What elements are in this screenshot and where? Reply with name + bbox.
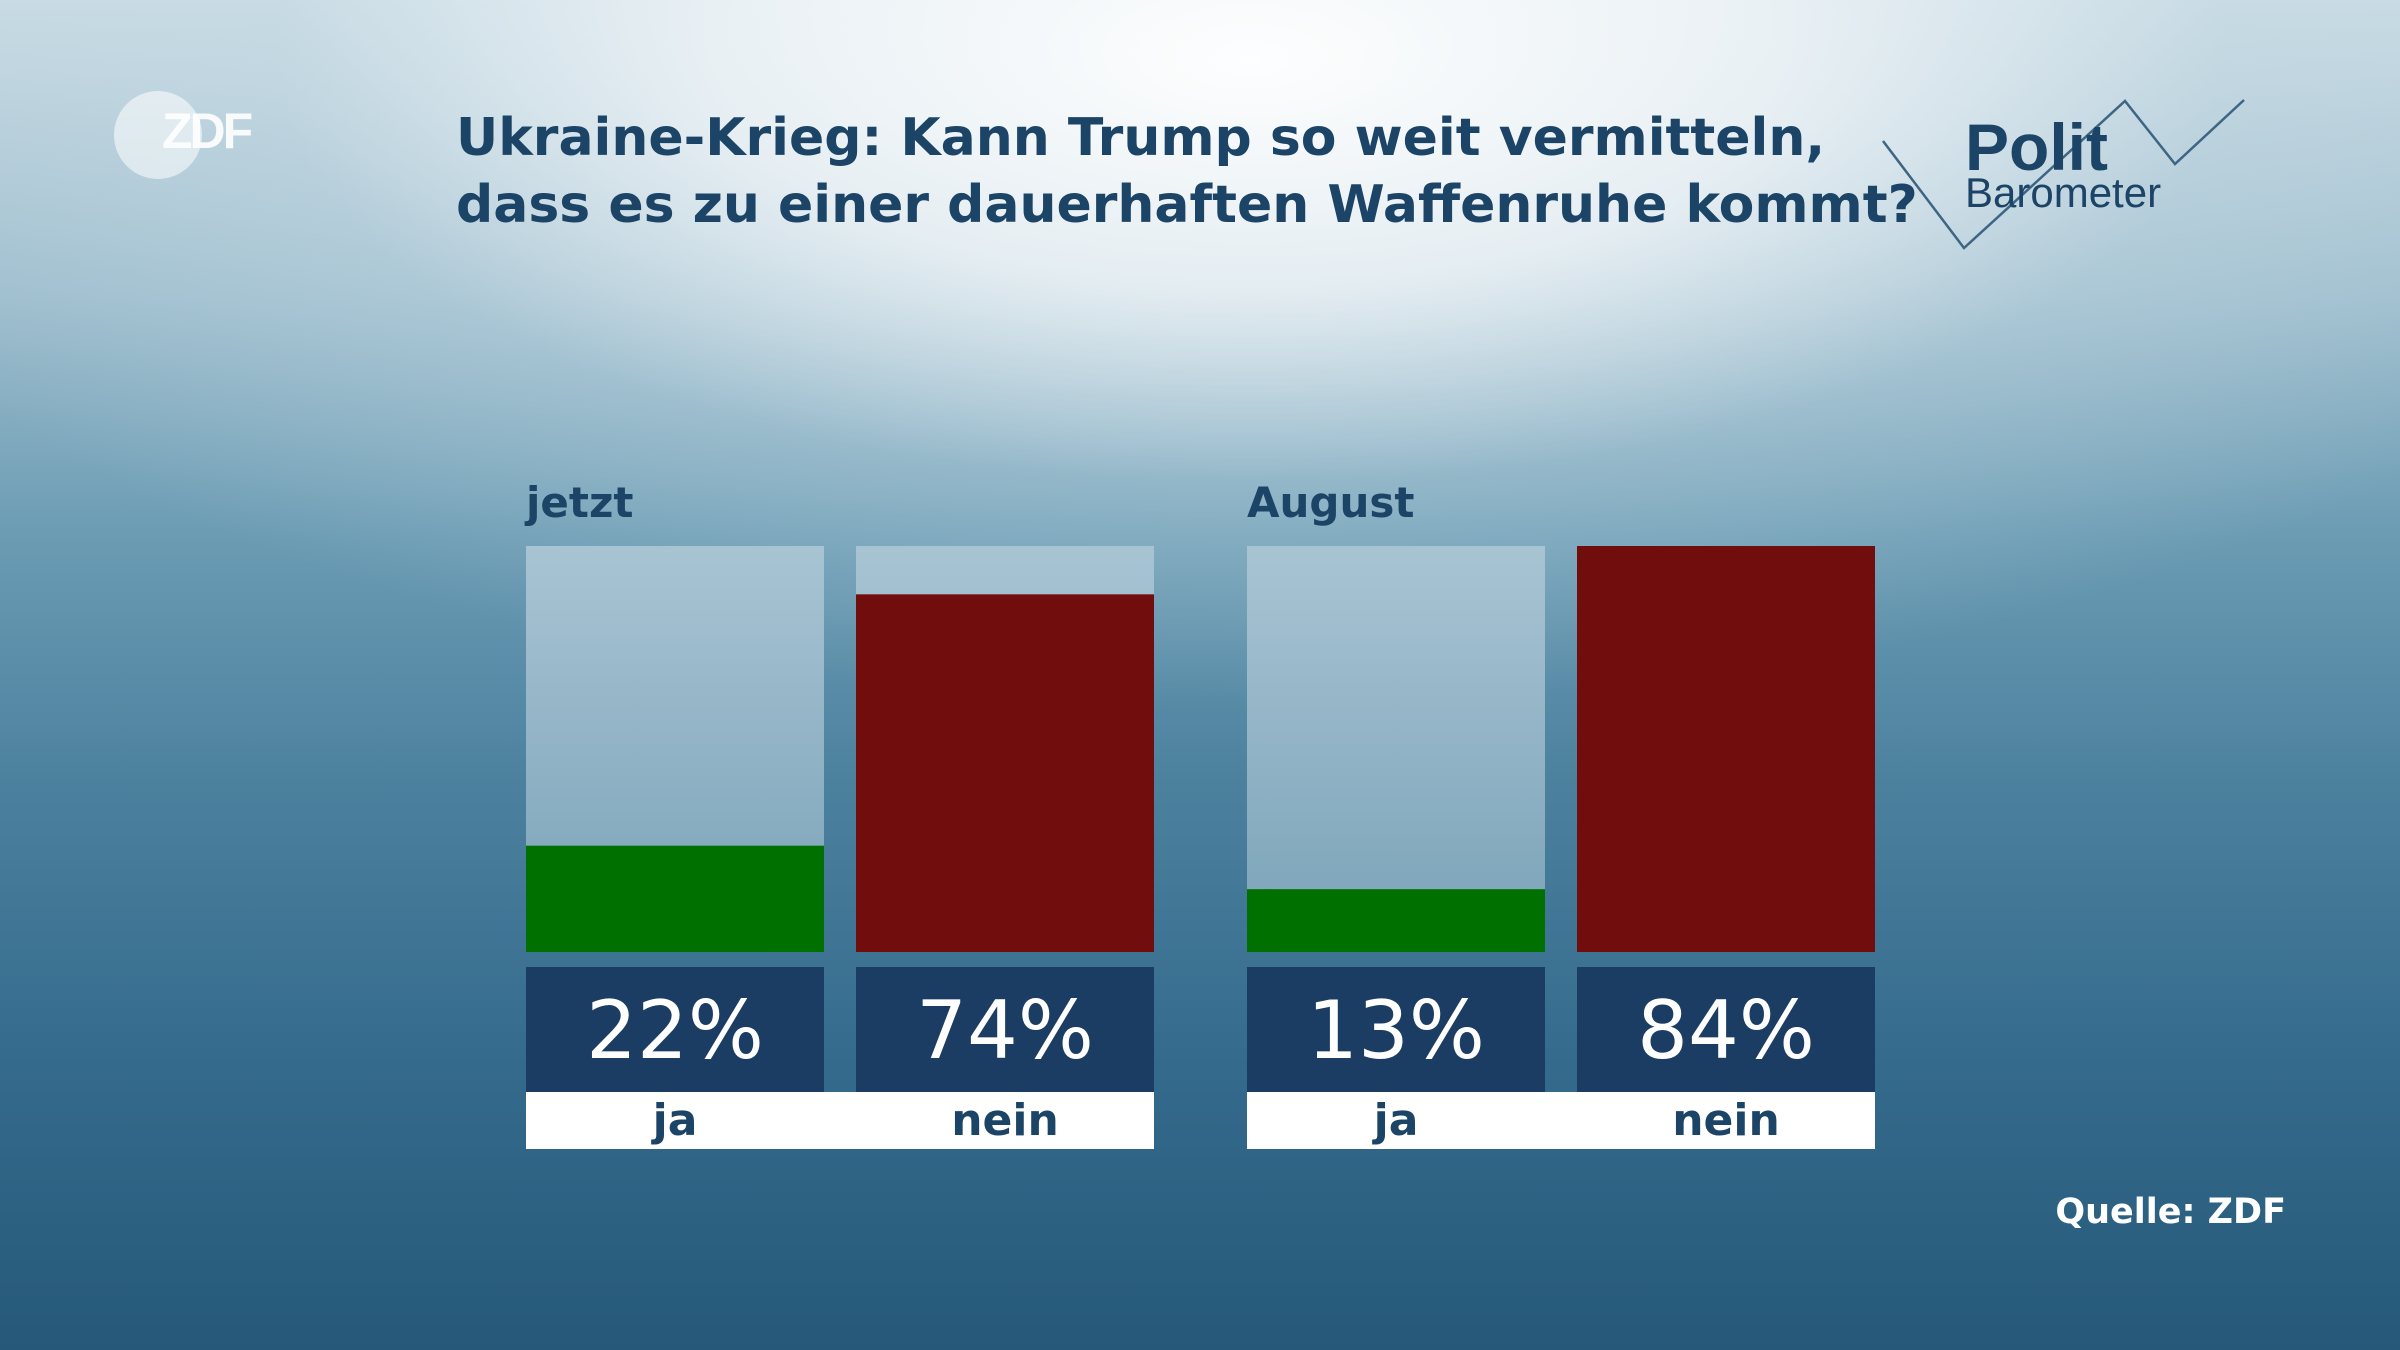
chart-title-line-1: Ukraine-Krieg: Kann Trump so weit vermit… <box>456 108 1826 168</box>
data-label-1-0: 13% <box>1307 984 1485 1077</box>
bar-track-1-0 <box>1247 546 1545 952</box>
data-label-0-0: 22% <box>586 984 764 1077</box>
group-label-0: jetzt <box>524 478 633 527</box>
value-box-0-1 <box>856 967 1154 1092</box>
zdf-logo-disc <box>114 91 202 179</box>
category-label-0-0: ja <box>651 1095 698 1146</box>
value-box-1-0 <box>1247 967 1545 1092</box>
source-note: Quelle: ZDF <box>2055 1192 2286 1232</box>
politbarometer-line-1: Polit <box>1965 110 2108 184</box>
category-label-0-1: nein <box>951 1095 1059 1146</box>
value-box-1-1 <box>1577 967 1875 1092</box>
chart-title-line-2: dass es zu einer dauerhaften Waffenruhe … <box>456 175 1918 235</box>
politbarometer-zigzag-icon <box>1882 99 2245 250</box>
data-label-0-1: 74% <box>916 984 1094 1077</box>
data-label-1-1: 84% <box>1637 984 1815 1077</box>
category-label-1-1: nein <box>1672 1095 1780 1146</box>
politbarometer-logo: Polit Barometer <box>1878 96 2248 256</box>
category-strip-1 <box>1247 1092 1875 1149</box>
bar-nein-1 <box>1577 546 1875 952</box>
category-strip-0 <box>526 1092 1154 1149</box>
bar-ja-1 <box>1247 889 1545 952</box>
zdf-logo-text: ZDF <box>162 103 253 159</box>
bar-nein-0 <box>856 594 1154 952</box>
politbarometer-line-2: Barometer <box>1965 169 2162 216</box>
bar-ja-0 <box>526 845 824 952</box>
group-label-1: August <box>1247 478 1414 527</box>
chart-title: Ukraine-Krieg: Kann Trump so weit vermit… <box>456 105 1918 239</box>
zdf-logo: ZDF <box>114 90 274 180</box>
category-label-1-0: ja <box>1372 1095 1419 1146</box>
value-box-0-0 <box>526 967 824 1092</box>
